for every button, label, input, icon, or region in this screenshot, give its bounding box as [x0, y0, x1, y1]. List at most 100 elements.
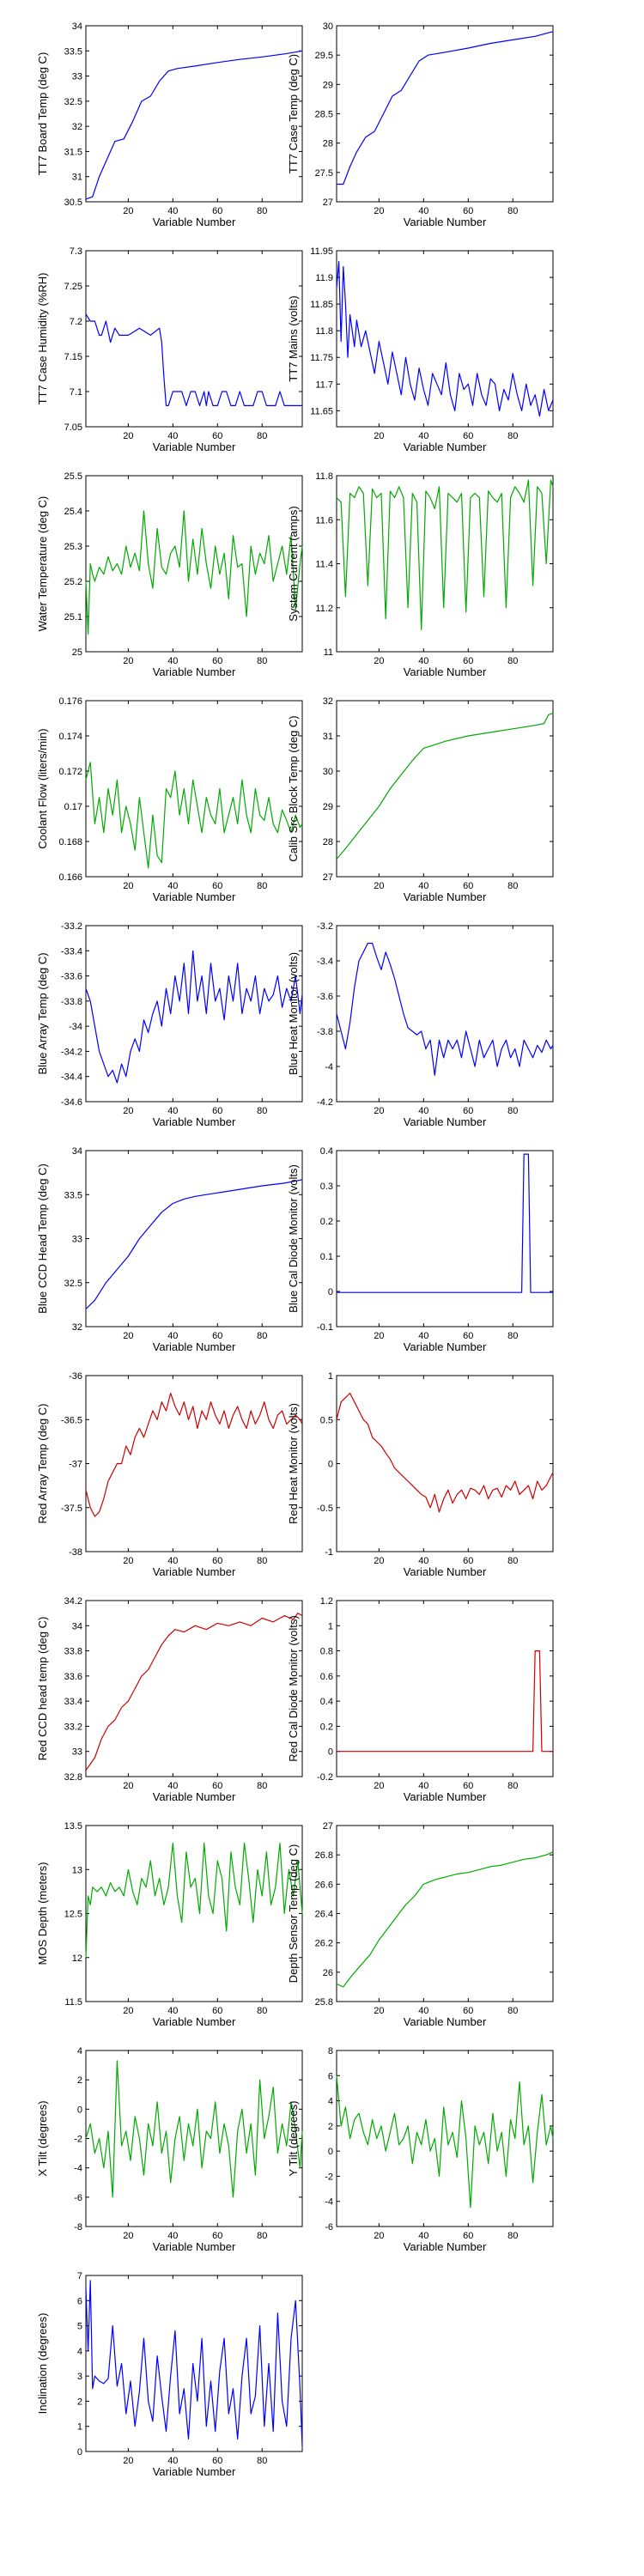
x-axis-label: Variable Number [153, 1565, 236, 1578]
y-tick-label: -34.6 [61, 1097, 82, 1108]
x-tick-label: 80 [507, 206, 518, 216]
x-tick-label: 80 [507, 431, 518, 441]
y-tick-label: 4 [328, 2097, 333, 2107]
chart-panel-4: 11.65 11.7 11.75 11.8 11.85 11.9 11.95 20 40 60 80… [287, 246, 554, 453]
y-tick-label: -3.2 [317, 921, 333, 932]
series-line [336, 260, 554, 417]
y-tick-label: 7.3 [70, 246, 82, 257]
chart-panel-19: -8 -6 -4 -2 0 2 4 20 40 60 80 Variable Number X Tilt… [36, 2046, 303, 2253]
x-axis-label: Variable Number [153, 1340, 236, 1353]
plot-frame [336, 925, 554, 1103]
y-tick-label: 26 [323, 1968, 333, 1978]
x-tick-label: 60 [463, 2006, 473, 2016]
plot-frame [85, 2275, 303, 2452]
y-tick-label: 11.65 [310, 406, 333, 416]
x-tick-label: 60 [463, 1106, 473, 1116]
y-tick-label: 28 [323, 139, 333, 149]
y-tick-label: 25.4 [64, 507, 82, 517]
y-axis-label: Red Heat Monitor (volts) [287, 1403, 300, 1524]
x-tick-label: 80 [507, 2006, 518, 2016]
y-tick-label: 11.85 [310, 300, 333, 310]
y-tick-label: 0.4 [320, 1697, 333, 1707]
y-tick-label: 33 [72, 1235, 82, 1245]
y-tick-label: -33.2 [61, 921, 82, 932]
series-line [336, 2075, 554, 2208]
x-tick-label: 40 [418, 2231, 428, 2241]
y-tick-label: -6 [74, 2193, 82, 2203]
x-tick-label: 40 [418, 1331, 428, 1341]
y-axis-label: Blue Heat Monitor (volts) [287, 952, 300, 1075]
x-tick-label: 20 [123, 2006, 133, 2016]
chart-panel-20: -6 -4 -2 0 2 4 6 8 20 40 60 80 Variable Number Y Tilt… [287, 2046, 554, 2253]
x-tick-label: 40 [167, 206, 178, 216]
y-tick-label: 25.8 [315, 1997, 333, 2008]
x-axis-label: Variable Number [404, 2015, 487, 2028]
x-tick-label: 20 [374, 1556, 384, 1566]
y-tick-label: 34 [72, 1621, 82, 1631]
plot-frame [336, 1150, 554, 1327]
x-tick-label: 40 [418, 431, 428, 441]
x-tick-label: 40 [167, 431, 178, 441]
series-line [85, 2280, 303, 2447]
series-line [85, 1842, 303, 1958]
y-tick-label: 11 [324, 647, 333, 658]
y-tick-label: -33.8 [61, 997, 82, 1007]
x-tick-label: 60 [463, 1331, 473, 1341]
y-tick-label: -36.5 [61, 1415, 82, 1425]
y-tick-label: -0.2 [317, 1772, 333, 1783]
x-tick-label: 80 [257, 1331, 267, 1341]
x-axis-label: Variable Number [153, 440, 236, 453]
y-tick-label: 33 [72, 72, 82, 82]
y-tick-label: 11.75 [310, 353, 333, 363]
x-tick-label: 60 [212, 881, 222, 891]
x-axis-label: Variable Number [153, 890, 236, 903]
plot-frame [336, 2050, 554, 2227]
series-line [85, 762, 303, 869]
series-line [85, 2060, 303, 2198]
x-tick-label: 80 [507, 1556, 518, 1566]
series-line [85, 1612, 303, 1771]
y-tick-label: -37.5 [61, 1504, 82, 1514]
x-tick-label: 80 [507, 881, 518, 891]
series-line [85, 1179, 303, 1309]
y-tick-label: 27 [323, 872, 333, 883]
y-tick-label: 0 [77, 2105, 82, 2115]
y-tick-label: 7.05 [64, 422, 82, 433]
series-line [336, 712, 554, 860]
x-tick-label: 60 [463, 1781, 473, 1791]
y-axis-label: Inclination (degrees) [36, 2313, 49, 2415]
y-tick-label: 27 [323, 197, 333, 208]
y-axis-label: TT7 Case Humidity (%RH) [36, 273, 49, 405]
y-tick-label: -6 [325, 2222, 333, 2233]
y-tick-label: 31 [72, 173, 82, 183]
chart-panel-7: 0.166 0.168 0.17 0.172 0.174 0.176 20 40 60 80 Var… [36, 696, 303, 903]
x-tick-label: 80 [257, 1106, 267, 1116]
x-tick-label: 80 [257, 431, 267, 441]
x-tick-label: 40 [418, 656, 428, 666]
y-tick-label: 11.4 [315, 560, 333, 570]
x-tick-label: 20 [374, 431, 384, 441]
x-axis-label: Variable Number [404, 665, 487, 678]
x-tick-label: 80 [257, 2456, 267, 2466]
x-tick-label: 60 [212, 2231, 222, 2241]
plot-frame [336, 475, 554, 653]
plot-frame [85, 25, 303, 203]
chart-panel-8: 27 28 29 30 31 32 20 40 60 80 Variable Number Calib… [287, 696, 554, 903]
chart-panel-14: -1 -0.5 0 0.5 1 20 40 60 80 Variable Number Red He… [287, 1371, 554, 1578]
series-line [85, 510, 303, 635]
y-tick-label: 28 [323, 837, 333, 848]
y-tick-label: -3.6 [317, 992, 333, 1002]
y-tick-label: 6 [328, 2071, 333, 2081]
x-axis-label: Variable Number [404, 1565, 487, 1578]
y-tick-label: 34 [72, 21, 82, 32]
x-tick-label: 80 [507, 1331, 518, 1341]
chart-panel-15: 32.8 33 33.2 33.4 33.6 33.8 34 34.2 20 40 60 80 Vari… [36, 1596, 303, 1803]
y-tick-label: 33.6 [64, 1672, 82, 1682]
y-tick-label: 0.172 [58, 767, 82, 777]
y-tick-label: 0 [77, 2447, 82, 2458]
y-axis-label: Blue Cal Diode Monitor (volts) [287, 1164, 300, 1313]
x-tick-label: 60 [212, 1106, 222, 1116]
x-axis-label: Variable Number [153, 2465, 236, 2478]
x-tick-label: 40 [167, 1106, 178, 1116]
y-tick-label: 30 [323, 767, 333, 777]
